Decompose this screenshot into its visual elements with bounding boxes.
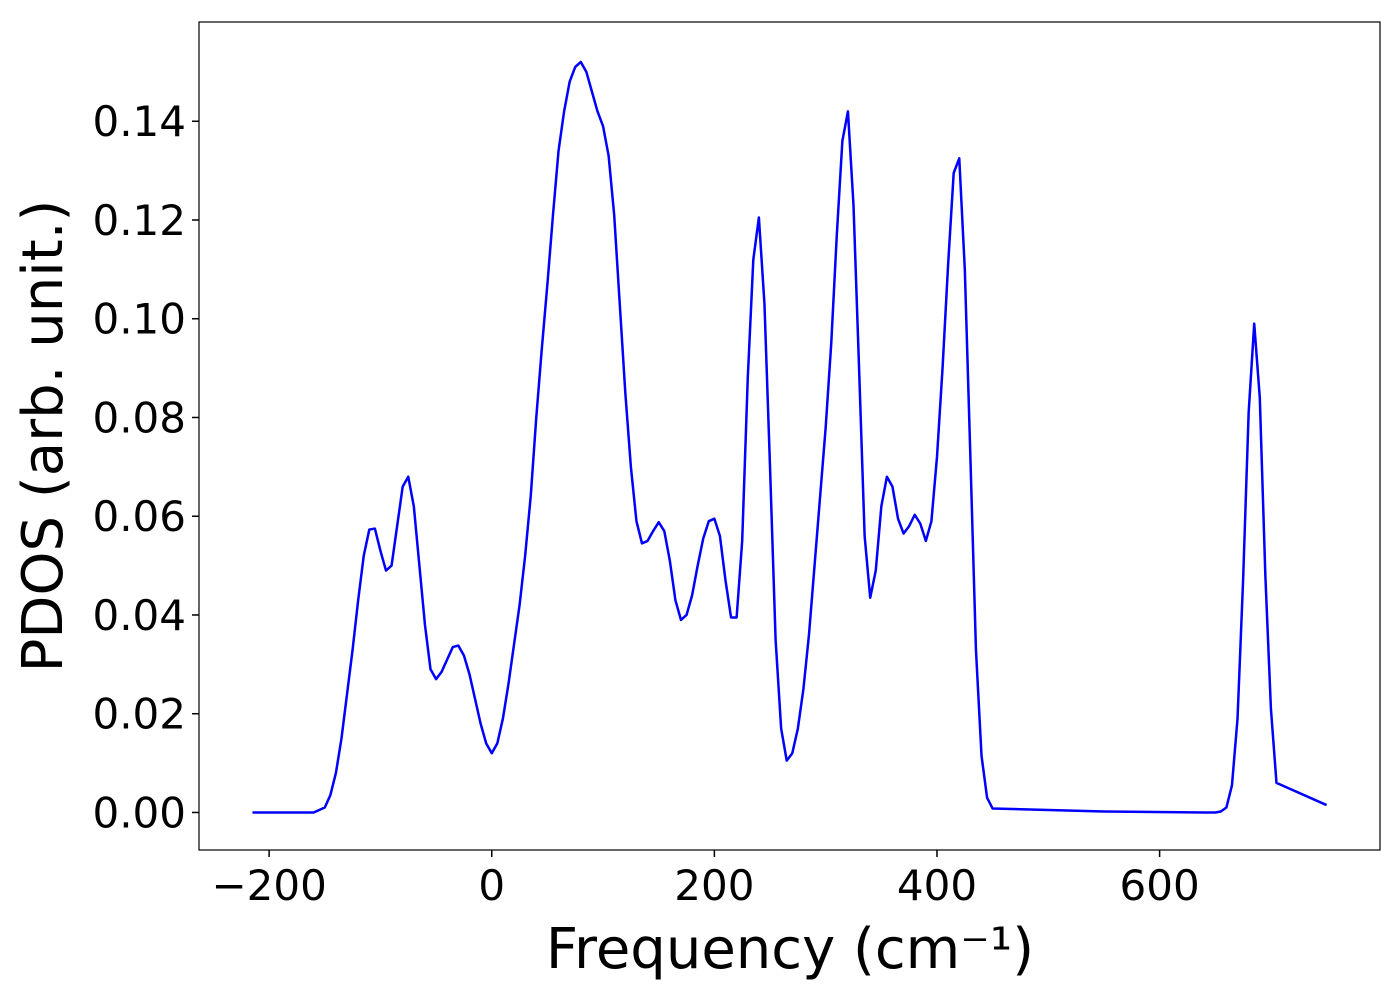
y-tick-label: 0.02	[92, 690, 186, 739]
x-tick-label: −200	[211, 861, 326, 910]
y-tick-label: 0.00	[92, 788, 186, 837]
plot-frame	[198, 21, 1381, 851]
x-axis-label: Frequency (cm⁻¹)	[546, 917, 1034, 982]
y-tick-label: 0.12	[92, 196, 186, 245]
data-line	[252, 60, 1328, 814]
y-tick-label: 0.08	[92, 393, 186, 442]
x-tick-label: 200	[674, 861, 754, 910]
x-tick-label: 600	[1120, 861, 1200, 910]
y-tick-label: 0.14	[92, 97, 186, 146]
y-tick-label: 0.10	[92, 295, 186, 344]
x-tick-label: 400	[897, 861, 977, 910]
y-axis-label: PDOS (arb. unit.)	[11, 200, 76, 673]
y-tick-label: 0.06	[92, 492, 186, 541]
y-tick-label: 0.04	[92, 591, 186, 640]
x-tick-label: 0	[478, 861, 505, 910]
